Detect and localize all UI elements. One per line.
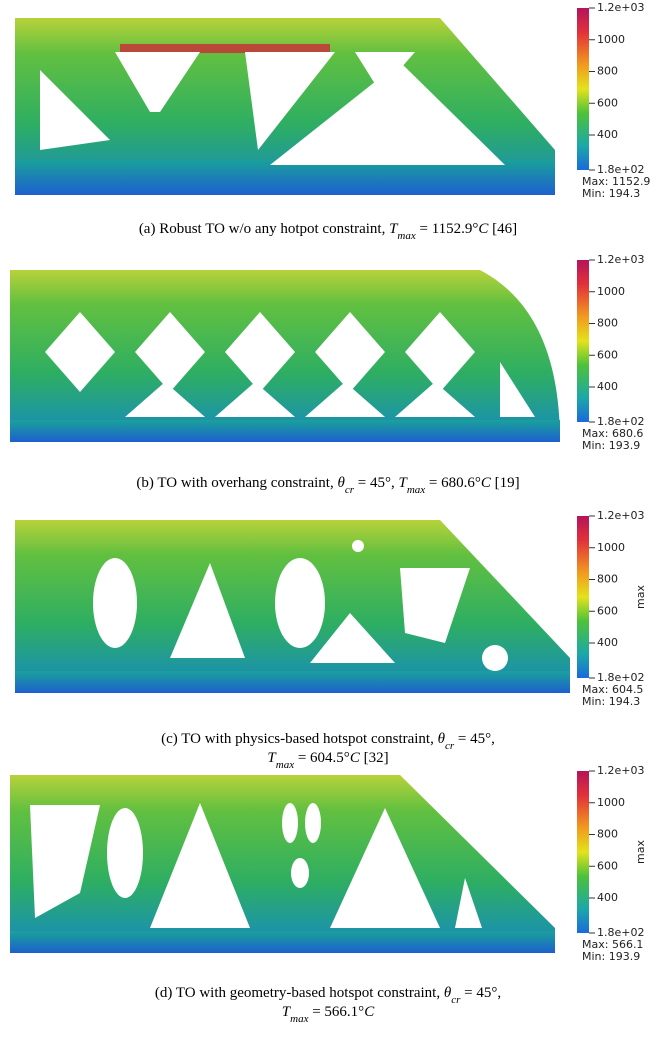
max-label: Max: 1152.9 [582,175,650,188]
colorbar-gradient [577,516,589,678]
colorbar-tick-label: 1.8e+02 [597,926,644,939]
caption-segment: = 45°, [460,985,501,1001]
colorbar-tick-label: 400 [597,636,618,649]
caption-segment: [19] [491,475,520,491]
colorbar-tick-label: 800 [597,65,618,78]
caption-segment: C [350,750,361,766]
colorbar-tick-label: 1.2e+03 [597,509,644,522]
caption-segment: θ [444,985,452,1001]
min-label: Min: 194.3 [582,187,640,200]
colorbar-tick-label: 1.2e+03 [597,764,644,777]
caption-segment: = 45°, [454,731,495,747]
colorbar-tick-label: 800 [597,317,618,330]
caption-segment: θ [337,475,345,491]
colorbar-tick-label: 400 [597,891,618,904]
colorbar-tick-label: 1.8e+02 [597,671,644,684]
caption-segment: max [290,1013,308,1025]
caption-segment: cr [445,740,455,752]
caption-segment: T [389,221,399,237]
caption-segment: = 566.1° [308,1004,364,1020]
structure-b [10,270,560,442]
caption-segment: cr [451,994,461,1006]
colorbar-title: max [634,840,647,864]
colorbar-gradient [577,8,589,170]
colorbar-tick-label: 1.8e+02 [597,163,644,176]
caption-segment: max [276,759,294,771]
caption-segment: C [481,475,492,491]
colorbar-tick-label: 1.2e+03 [597,1,644,14]
colorbar-tick-label: 600 [597,348,618,361]
structure-d [10,775,555,953]
caption-segment: max [397,230,415,242]
min-label: Min: 194.3 [582,695,640,708]
caption-segment: θ [438,731,446,747]
caption-segment: [46] [488,221,517,237]
colorbar-tick-label: 1000 [597,285,625,298]
caption-segment: = 604.5° [294,750,350,766]
caption-segment: (c) TO with physics-based hotspot constr… [161,731,438,747]
colorbar-tick-label: 600 [597,859,618,872]
caption: Tmax = 604.5°C [32] [267,750,388,771]
caption-segment: = 45°, [354,475,398,491]
caption-segment: C [478,221,489,237]
colorbar-tick-label: 1000 [597,33,625,46]
caption-segment: (d) TO with geometry-based hotspot const… [155,985,444,1001]
colorbar: 1.2e+03 1000 800 600 400 1.8e+02 max Max: 604.5… [577,509,647,708]
structure-c [15,520,570,693]
caption-segment: = 1152.9° [416,221,479,237]
max-label: Max: 604.5 [582,683,643,696]
max-label: Max: 680.6 [582,427,643,440]
caption: (d) TO with geometry-based hotspot const… [155,985,501,1006]
colorbar: 1.2e+03 1000 800 600 400 1.8e+02 max Max: 566.1… [577,764,647,963]
colorbar-tick-label: 400 [597,128,618,141]
colorbar-tick-label: 800 [597,828,618,841]
colorbar-tick-label: 400 [597,380,618,393]
colorbar-gradient [577,260,589,422]
colorbar-title: max [634,585,647,609]
caption-segment: max [407,484,425,496]
colorbar-tick-label: 1000 [597,541,625,554]
colorbar-tick-label: 600 [597,96,618,109]
caption: (c) TO with physics-based hotspot constr… [161,731,495,752]
caption-segment: cr [345,484,355,496]
caption-segment: [32] [360,750,389,766]
colorbar-tick-label: 1.2e+03 [597,253,644,266]
caption: Tmax = 566.1°C [282,1004,375,1025]
caption-segment: T [398,475,408,491]
min-label: Min: 193.9 [582,439,640,452]
max-label: Max: 566.1 [582,938,643,951]
caption-segment: T [267,750,277,766]
caption-segment: (b) TO with overhang constraint, [136,475,337,491]
caption: (a) Robust TO w/o any hotpot constraint,… [139,221,517,242]
colorbar-tick-label: 1000 [597,796,625,809]
structure-a [15,18,555,195]
caption: (b) TO with overhang constraint, θcr = 4… [136,475,519,496]
colorbar-tick-label: 1.8e+02 [597,415,644,428]
caption-segment: T [282,1004,292,1020]
caption-segment: (a) Robust TO w/o any hotpot constraint, [139,221,389,237]
min-label: Min: 193.9 [582,950,640,963]
caption-segment: C [364,1004,375,1020]
colorbar-tick-label: 800 [597,573,618,586]
colorbar-gradient [577,771,589,933]
caption-segment: = 680.6° [425,475,481,491]
colorbar-tick-label: 600 [597,604,618,617]
